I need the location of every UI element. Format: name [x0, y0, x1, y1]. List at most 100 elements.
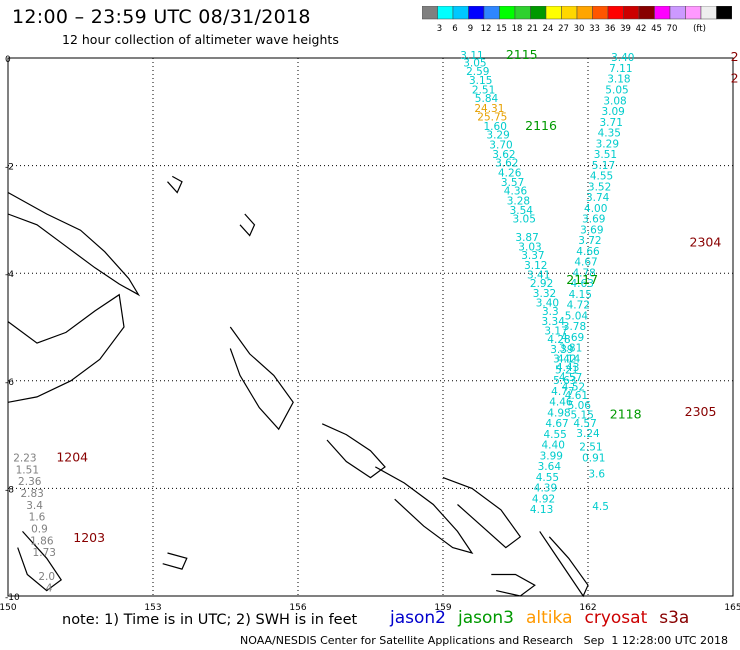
swh-value: 2.51	[579, 442, 602, 454]
swh-value: 3.05	[463, 58, 486, 70]
swh-value: 1.51	[16, 464, 39, 476]
coastline	[239, 213, 256, 237]
color-scale-label: 70	[667, 24, 678, 34]
swh-value: 3.03	[518, 242, 541, 254]
swh-value: 4.39	[534, 483, 557, 495]
lat-label: -10	[5, 593, 20, 603]
swh-value: 2.92	[530, 278, 553, 290]
swh-value: 3.54	[510, 205, 534, 217]
swh-value: 3.52	[588, 181, 611, 193]
swh-value: 2.23	[13, 453, 36, 465]
swh-value: 3.09	[601, 106, 624, 118]
swh-value: 2.59	[466, 66, 489, 78]
swh-value: 4.43	[556, 362, 579, 374]
swh-value: 5.06	[568, 400, 592, 412]
color-scale-label: 15	[496, 24, 507, 34]
lat-label: 0	[5, 55, 11, 65]
swh-value: 3.40	[536, 298, 559, 310]
swh-value: 3.64	[538, 461, 562, 473]
coastline	[7, 293, 125, 403]
swh-value: 4.00	[584, 203, 607, 215]
track-number: 2115	[506, 47, 538, 62]
swh-value: 4.55	[536, 472, 559, 484]
swh-value: 4.57	[573, 418, 596, 430]
coastline	[162, 552, 188, 570]
swh-value: 3.29	[596, 138, 619, 150]
swh-value: 4.55	[590, 171, 613, 183]
swh-value: 4.77	[551, 386, 574, 398]
swh-value: 3.6	[588, 469, 605, 481]
map-subtitle: 12 hour collection of altimeter wave hei…	[62, 32, 339, 47]
swh-value: 4.57	[559, 372, 582, 384]
swh-value: 3.11	[460, 50, 483, 62]
swh-value: 7.11	[609, 63, 632, 75]
swh-value: 4.35	[598, 128, 621, 140]
swh-value: 4.61	[565, 390, 588, 402]
swh-value: 5.17	[592, 160, 615, 172]
swh-value: 3.12	[524, 260, 547, 272]
swh-value: 4.72	[567, 300, 590, 312]
swh-value: 4.67	[574, 257, 597, 269]
mission-legend: jason2 jason3 altika cryosat s3a	[390, 608, 701, 628]
track-number: 1203	[73, 530, 105, 545]
swh-value: 3.15	[469, 75, 492, 87]
lat-label: -4	[5, 270, 14, 280]
color-scale-label: 30	[574, 24, 585, 34]
track-number: 2118	[610, 406, 642, 421]
swh-value: 3.05	[513, 214, 536, 226]
coastline	[7, 191, 141, 297]
swh-value: 3.42	[553, 354, 576, 366]
coastline	[442, 477, 522, 549]
swh-value: 2.36	[18, 476, 42, 488]
swh-value: 4.67	[545, 418, 568, 430]
mission-altika: altika	[526, 608, 573, 628]
swh-value: 3.17	[544, 326, 567, 338]
swh-value: 24.31	[474, 103, 504, 115]
color-swatch	[716, 6, 732, 20]
swh-value: 4.66	[576, 246, 600, 258]
swh-value: 4.52	[562, 381, 585, 393]
lon-label: 150	[0, 603, 17, 613]
lon-label: 159	[434, 603, 451, 613]
swh-value: 3.18	[607, 74, 630, 86]
swh-value: 4.92	[532, 493, 555, 505]
swh-value: 1.73	[33, 547, 56, 559]
swh-value: 3.62	[495, 158, 518, 170]
map-frame	[7, 57, 734, 597]
swh-value: 4.15	[569, 289, 592, 301]
swh-value: 5.63	[553, 375, 576, 387]
swh-value: 4.69	[561, 332, 584, 344]
swh-value: 5.21	[555, 364, 578, 376]
color-scale-label: 18	[512, 24, 523, 34]
note-text: note: 1) Time is in UTC; 2) SWH is in fe…	[62, 612, 358, 628]
swh-value: 3.08	[603, 95, 626, 107]
swh-value: 3.34	[542, 316, 566, 328]
lat-label: -8	[5, 485, 14, 495]
lat-label: -6	[5, 378, 14, 388]
color-scale-unit: (ft)	[693, 24, 706, 34]
swh-value: 3.51	[594, 149, 617, 161]
color-scale-label: 42	[636, 24, 647, 34]
swh-value: 3.87	[515, 232, 538, 244]
color-scale-label: 36	[605, 24, 616, 34]
swh-value: 2.0	[38, 571, 55, 583]
mission-s3a: s3a	[659, 608, 690, 628]
swh-value: 3.78	[563, 321, 586, 333]
swh-value: 5.04	[565, 310, 589, 322]
track-number: 2116	[525, 118, 557, 133]
swh-value: 3.74	[586, 192, 610, 204]
swh-value: 4.5	[592, 501, 609, 513]
coastline	[167, 175, 183, 194]
swh-value: 2.83	[20, 488, 43, 500]
swh-value: 3.71	[600, 117, 623, 129]
swh-value: 0.91	[582, 453, 605, 465]
color-scale-label: 3	[437, 24, 442, 34]
swh-value: 25.75	[477, 111, 507, 123]
swh-value: 3.40	[611, 52, 634, 64]
swh-value: 3.29	[486, 130, 509, 142]
coastline	[375, 466, 474, 555]
lon-label: 153	[144, 603, 161, 613]
coastline	[321, 423, 386, 479]
swh-value: 4.46	[549, 397, 573, 409]
